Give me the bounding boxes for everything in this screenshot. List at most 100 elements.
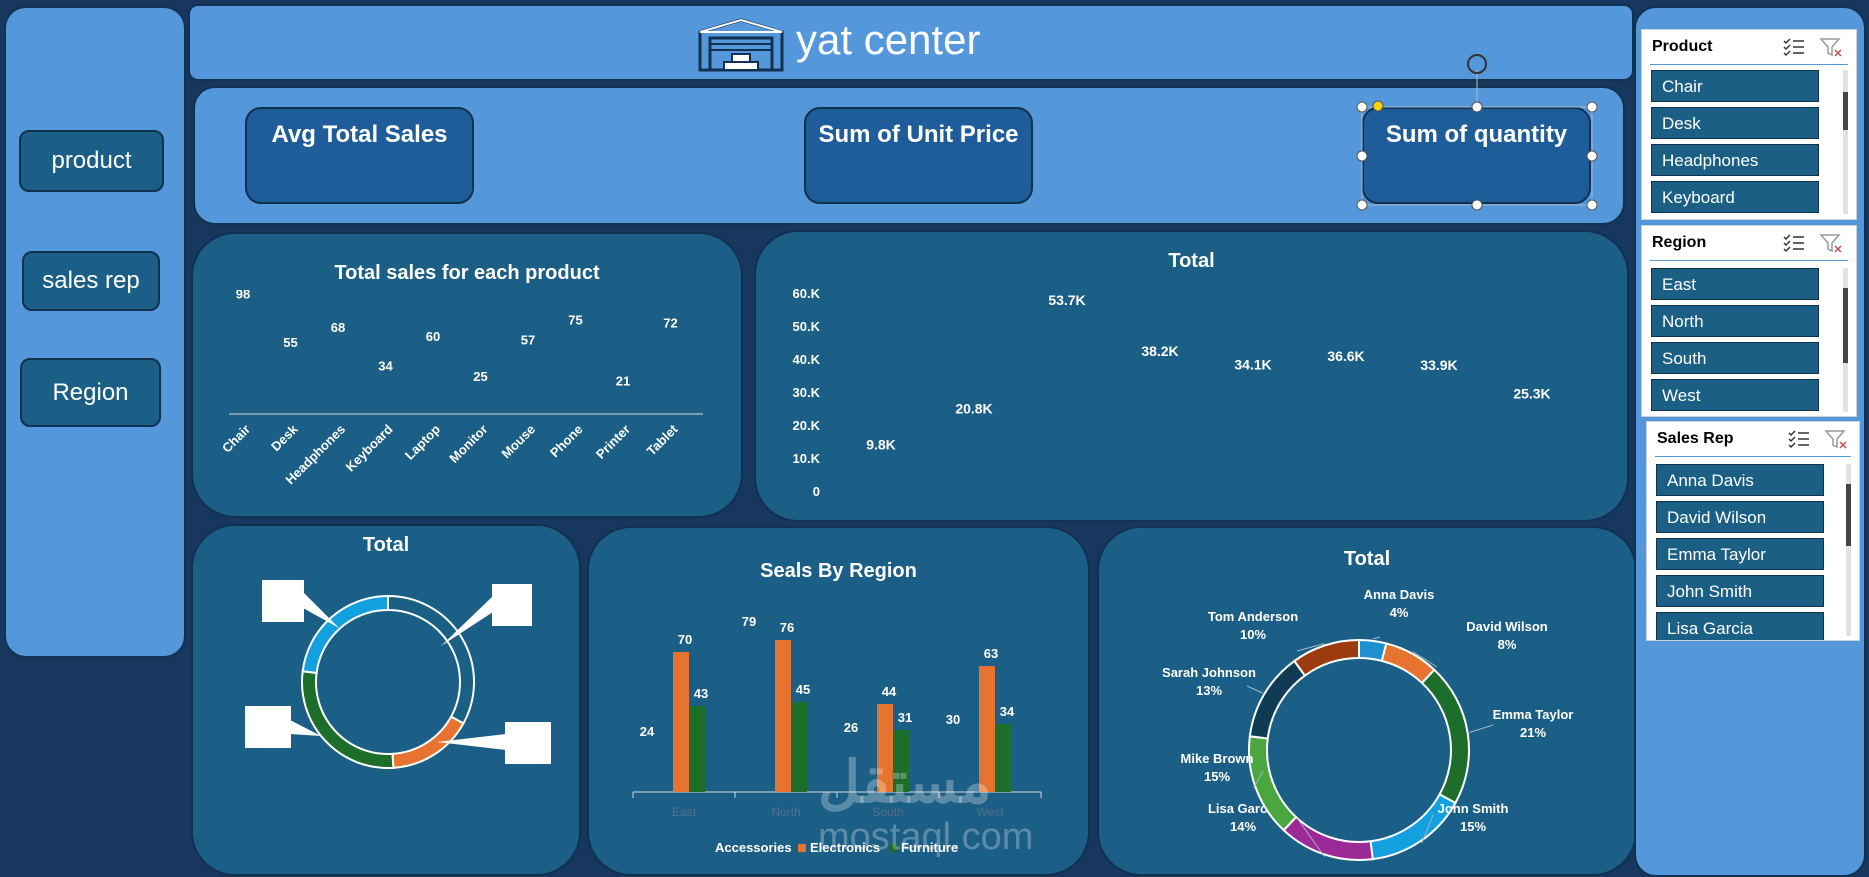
slicer-sales-rep: Sales Rep Anna Davis David Wilson Emma T… <box>1646 421 1860 641</box>
y-tick-label: 60.K <box>793 286 821 301</box>
kpi-sum-unit-price[interactable]: Sum of Unit Price <box>804 107 1033 204</box>
slicer-divider <box>1650 260 1848 261</box>
clear-filter-icon[interactable] <box>1824 428 1848 450</box>
data-label-electronics-east: 70 <box>678 632 692 647</box>
watermark-latin: mostaql.com <box>818 816 1034 858</box>
data-label-furniture-south: 31 <box>898 710 912 725</box>
multi-select-icon[interactable] <box>1782 36 1806 58</box>
slicer-scroll-thumb[interactable] <box>1843 92 1848 130</box>
donut-slice-4 <box>301 594 389 675</box>
data-label-printer: 21 <box>616 373 630 388</box>
product-sales-chart: 98Chair55Desk68Headphones34Keyboard60Lap… <box>219 290 703 487</box>
data-label: 20.8K <box>955 400 992 416</box>
x-tick-label-north: North <box>771 805 800 819</box>
leader-line-mike-brown <box>1253 770 1264 789</box>
slicer-region: Region East North South West <box>1641 225 1857 417</box>
donut-slice-tom-anderson <box>1292 638 1360 677</box>
header-bar <box>188 4 1634 81</box>
callout-box-1 <box>492 584 532 626</box>
data-label-electronics-west: 63 <box>984 646 998 661</box>
slicer-item-john-smith[interactable]: John Smith <box>1656 575 1824 607</box>
nav-button-product[interactable]: product <box>19 130 164 192</box>
data-label: 33.9K <box>1420 357 1457 373</box>
slicer-scroll-thumb[interactable] <box>1846 484 1851 546</box>
clear-filter-icon[interactable] <box>1819 232 1843 254</box>
data-label-laptop: 60 <box>426 329 440 344</box>
tick-label-mouse: Mouse <box>498 422 538 462</box>
slice-percent-anna-davis: 4% <box>1390 605 1409 620</box>
bar-electronics-south <box>877 704 893 792</box>
callout-pointer-3 <box>290 720 321 736</box>
bar-furniture-south <box>893 730 909 792</box>
watermark-arabic: مستقل <box>818 750 992 815</box>
data-label-furniture-north: 45 <box>796 682 810 697</box>
slicer-item-west[interactable]: West <box>1651 379 1819 411</box>
slicer-sales-rep-title: Sales Rep <box>1657 430 1734 447</box>
region-sales-panel <box>587 526 1090 876</box>
slicer-item-desk[interactable]: Desk <box>1651 107 1819 139</box>
slicer-product-title: Product <box>1652 38 1713 55</box>
slicer-scrollbar[interactable] <box>1843 70 1848 214</box>
legend-label-furniture: Furniture <box>901 840 958 855</box>
bar-electronics-north <box>775 640 791 792</box>
data-label-furniture-east: 43 <box>694 686 708 701</box>
y-tick-label: 50.K <box>793 319 821 334</box>
data-label-accessories-north: 79 <box>742 614 756 629</box>
legend-label-accessories: Accessories <box>715 840 792 855</box>
data-label-tablet: 72 <box>663 316 677 331</box>
slicer-item-chair[interactable]: Chair <box>1651 70 1819 102</box>
leader-line-tom-anderson <box>1296 642 1325 652</box>
slicer-item-lisa-garcia[interactable]: Lisa Garcia <box>1656 612 1824 640</box>
slicer-item-anna-davis[interactable]: Anna Davis <box>1656 464 1824 496</box>
y-tick-label: 10.K <box>793 451 821 466</box>
callout-pointer-1 <box>441 596 493 646</box>
nav-button-sales-rep[interactable]: sales rep <box>22 251 160 311</box>
bar-electronics-east <box>673 652 689 792</box>
warehouse-icon <box>698 18 784 72</box>
slicer-divider <box>1655 456 1851 457</box>
donut-slice-emma-taylor <box>1420 668 1470 805</box>
callout-pointer-2 <box>437 734 506 750</box>
y-tick-label: 20.K <box>793 418 821 433</box>
slicer-divider <box>1650 64 1848 65</box>
slicer-item-south[interactable]: South <box>1651 342 1819 374</box>
kpi-avg-total-sales[interactable]: Avg Total Sales <box>245 107 474 204</box>
left-sidebar <box>4 6 186 658</box>
data-label-accessories-east: 24 <box>640 724 655 739</box>
data-label: 38.2K <box>1141 343 1178 359</box>
legend-swatch-accessories <box>703 844 711 852</box>
slicer-item-emma-taylor[interactable]: Emma Taylor <box>1656 538 1824 570</box>
multi-select-icon[interactable] <box>1787 428 1811 450</box>
total-line-chart: 60.K 50.K 40.K 30.K 20.K 10.K 0 9.8K 20.8K 53.7K 3… <box>793 286 1551 499</box>
total-line-title: Total <box>1168 250 1215 272</box>
leader-line-david-wilson <box>1412 651 1438 668</box>
slice-percent-mike-brown: 15% <box>1204 769 1230 784</box>
multi-select-icon[interactable] <box>1782 232 1806 254</box>
slicer-item-headphones[interactable]: Headphones <box>1651 144 1819 176</box>
kpi-sum-quantity[interactable]: Sum of quantity <box>1362 107 1591 204</box>
slicer-item-east[interactable]: East <box>1651 268 1819 300</box>
slice-label-tom-anderson: Tom Anderson <box>1208 609 1298 624</box>
slicer-scroll-thumb[interactable] <box>1843 288 1848 363</box>
clear-filter-icon[interactable] <box>1819 36 1843 58</box>
slicer-item-david-wilson[interactable]: David Wilson <box>1656 501 1824 533</box>
region-sales-title: Seals By Region <box>760 560 917 582</box>
x-tick-label-south: South <box>872 805 903 819</box>
callout-box-4 <box>262 580 304 622</box>
donut-slice-1 <box>387 594 475 725</box>
legend-swatch-electronics <box>798 844 806 852</box>
slicer-item-north[interactable]: North <box>1651 305 1819 337</box>
slicer-scrollbar[interactable] <box>1846 464 1851 636</box>
leader-line-sarah-johnson <box>1246 685 1263 694</box>
slice-label-anna-davis: Anna Davis <box>1364 587 1435 602</box>
data-label: 9.8K <box>866 437 896 453</box>
sales-rep-donut-chart: Anna Davis 4% David Wilson 8% Emma Taylor 21%… <box>1162 587 1573 861</box>
selection-handles[interactable] <box>1352 50 1604 218</box>
slicer-item-keyboard[interactable]: Keyboard <box>1651 181 1819 213</box>
bar-furniture-east <box>689 706 705 792</box>
y-tick-label: 30.K <box>793 385 821 400</box>
data-label-furniture-west: 34 <box>1000 704 1015 719</box>
x-tick-label-east: East <box>672 805 697 819</box>
donut-slice-lisa-garcia <box>1282 815 1374 861</box>
nav-button-region[interactable]: Region <box>20 358 161 427</box>
